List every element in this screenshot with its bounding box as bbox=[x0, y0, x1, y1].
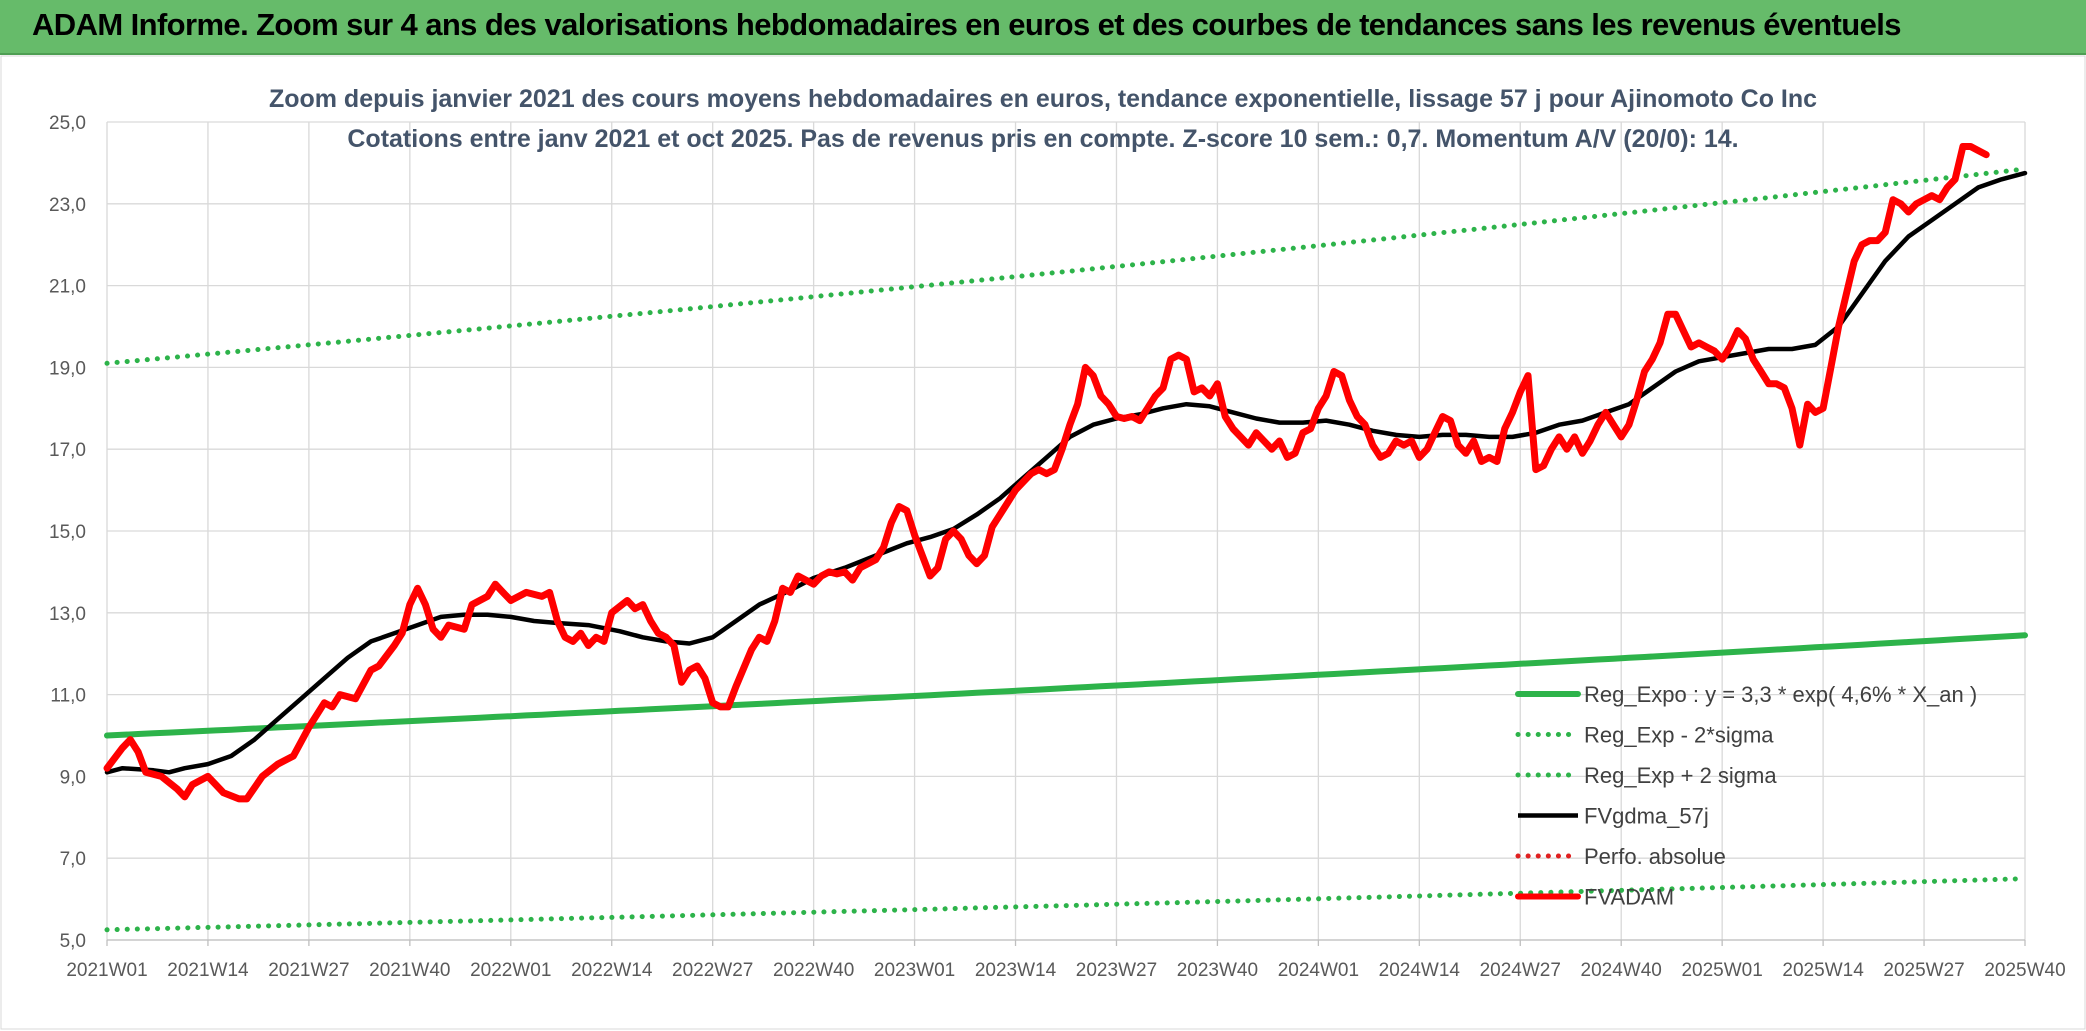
series-reg-exp-plus-2sigma bbox=[104, 166, 2028, 366]
chart-title-line-1: Zoom depuis janvier 2021 des cours moyen… bbox=[269, 85, 1817, 113]
x-tick-label: 2021W01 bbox=[66, 960, 147, 981]
y-tick-label: 5,0 bbox=[60, 931, 86, 952]
legend-label: Reg_Exp - 2*sigma bbox=[1584, 723, 1774, 748]
y-axis: 5,0 7,0 9,0 11,0 13,0 15,0 17,0 19,0 21,0 23,0 25,… bbox=[49, 113, 86, 952]
legend-label: Reg_Expo : y = 3,3 * exp( 4,6% * X_an ) bbox=[1584, 682, 1977, 707]
chart-area bbox=[0, 55, 2086, 1030]
legend-label: FVADAM bbox=[1584, 885, 1674, 910]
x-tick-label: 2023W01 bbox=[874, 960, 955, 981]
x-tick-label: 2024W40 bbox=[1581, 960, 1662, 981]
report-title: ADAM Informe. Zoom sur 4 ans des valoris… bbox=[32, 7, 1902, 42]
x-tick-label: 2022W01 bbox=[470, 960, 551, 981]
series-fvadam bbox=[103, 143, 1990, 803]
x-tick-label: 2022W14 bbox=[571, 960, 653, 981]
x-tick-label: 2021W40 bbox=[369, 960, 450, 981]
x-tick-label: 2024W27 bbox=[1480, 960, 1561, 981]
x-tick-label: 2022W27 bbox=[672, 960, 753, 981]
x-tick-label: 2022W40 bbox=[773, 960, 854, 981]
legend-label: Reg_Exp + 2 sigma bbox=[1584, 763, 1777, 788]
x-axis: 2021W01 2021W14 2021W27 2021W40 2022W01 2022W… bbox=[66, 960, 2065, 981]
y-tick-label: 21,0 bbox=[49, 277, 86, 298]
report-banner: ADAM Informe. Zoom sur 4 ans des valoris… bbox=[0, 0, 2086, 55]
y-tick-label: 11,0 bbox=[50, 686, 86, 707]
legend-label: Perfo. absolue bbox=[1584, 844, 1726, 869]
y-tick-label: 23,0 bbox=[49, 195, 86, 216]
x-tick-label: 2025W40 bbox=[1984, 960, 2065, 981]
x-tick-label: 2025W27 bbox=[1883, 960, 1964, 981]
x-tick-label: 2021W27 bbox=[268, 960, 349, 981]
chart-frame: 5,0 7,0 9,0 11,0 13,0 15,0 17,0 19,0 21,0 23,0 25,… bbox=[0, 55, 2086, 1031]
x-tick-label: 2025W14 bbox=[1782, 960, 1864, 981]
y-tick-label: 25,0 bbox=[49, 113, 86, 134]
y-tick-label: 9,0 bbox=[60, 767, 86, 788]
series-reg-expo bbox=[104, 632, 2028, 739]
x-tick-label: 2024W01 bbox=[1278, 960, 1359, 981]
y-tick-label: 13,0 bbox=[49, 604, 86, 625]
y-tick-label: 19,0 bbox=[49, 358, 86, 379]
chart: 5,0 7,0 9,0 11,0 13,0 15,0 17,0 19,0 21,0 23,0 25,… bbox=[0, 55, 2086, 1030]
y-tick-label: 15,0 bbox=[49, 522, 86, 543]
x-tick-label: 2023W40 bbox=[1177, 960, 1258, 981]
x-tick-label: 2025W01 bbox=[1681, 960, 1762, 981]
y-tick-label: 7,0 bbox=[60, 849, 86, 870]
x-tick-label: 2024W14 bbox=[1379, 960, 1461, 981]
x-tick-label: 2023W27 bbox=[1076, 960, 1157, 981]
legend: Reg_Expo : y = 3,3 * exp( 4,6% * X_an ) R… bbox=[1515, 682, 1977, 910]
series-reg-exp-minus-2sigma bbox=[104, 876, 2028, 933]
x-tick-label: 2021W14 bbox=[167, 960, 249, 981]
y-tick-label: 17,0 bbox=[49, 440, 86, 461]
gridlines bbox=[106, 121, 2026, 946]
x-tick-label: 2023W14 bbox=[975, 960, 1057, 981]
legend-label: FVgdma_57j bbox=[1584, 804, 1709, 829]
chart-title-line-2: Cotations entre janv 2021 et oct 2025. P… bbox=[347, 125, 1738, 153]
series-layer bbox=[103, 143, 2028, 933]
